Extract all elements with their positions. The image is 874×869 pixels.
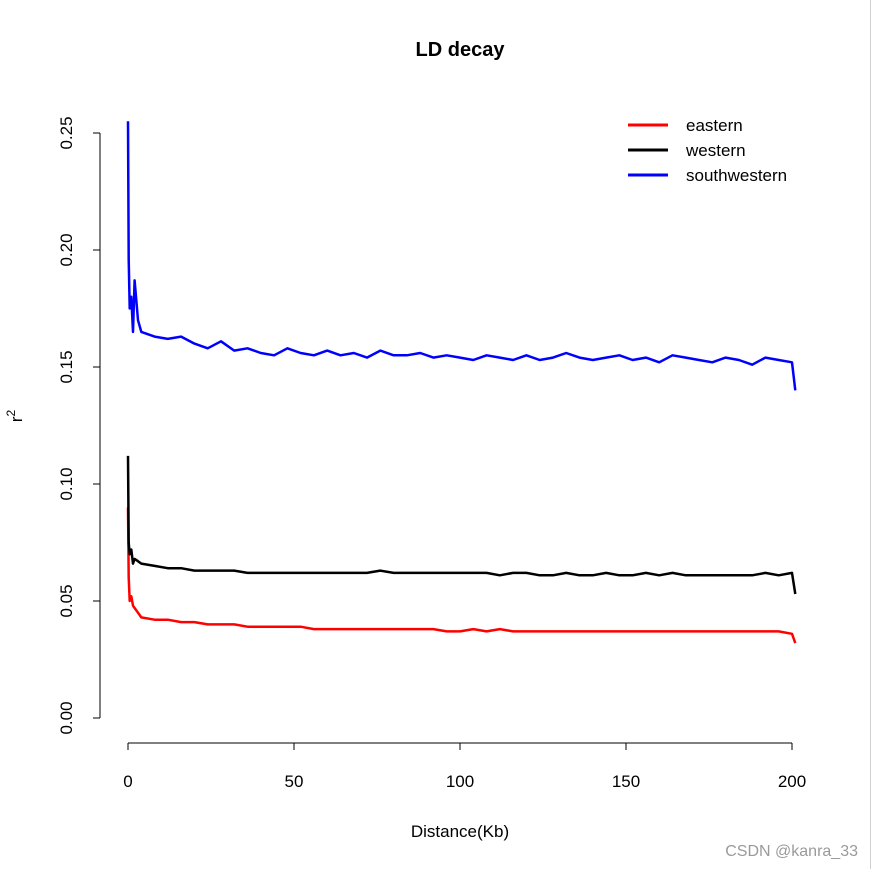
x-tick-label: 200 [778,772,806,791]
x-tick-label: 0 [123,772,132,791]
x-tick-label: 50 [285,772,304,791]
x-tick-label: 150 [612,772,640,791]
series-line-eastern [126,507,797,644]
window-edge [870,0,871,869]
watermark: CSDN @kanra_33 [725,843,858,860]
chart-title: LD decay [416,39,506,61]
series-line-southwestern [126,121,797,391]
y-tick-label: 0.10 [57,467,76,500]
legend-label-eastern: eastern [686,116,743,135]
legend-label-western: western [685,141,746,160]
y-tick-label: 0.00 [57,701,76,734]
y-tick-label: 0.05 [57,584,76,617]
x-tick-label: 100 [446,772,474,791]
y-tick-label: 0.20 [57,233,76,266]
legend-label-southwestern: southwestern [686,166,787,185]
y-tick-label: 0.15 [57,350,76,383]
x-axis-label: Distance(Kb) [411,822,509,841]
series-line-western [126,455,797,595]
y-tick-label: 0.25 [57,116,76,149]
y-axis-label: r2 [4,410,26,423]
